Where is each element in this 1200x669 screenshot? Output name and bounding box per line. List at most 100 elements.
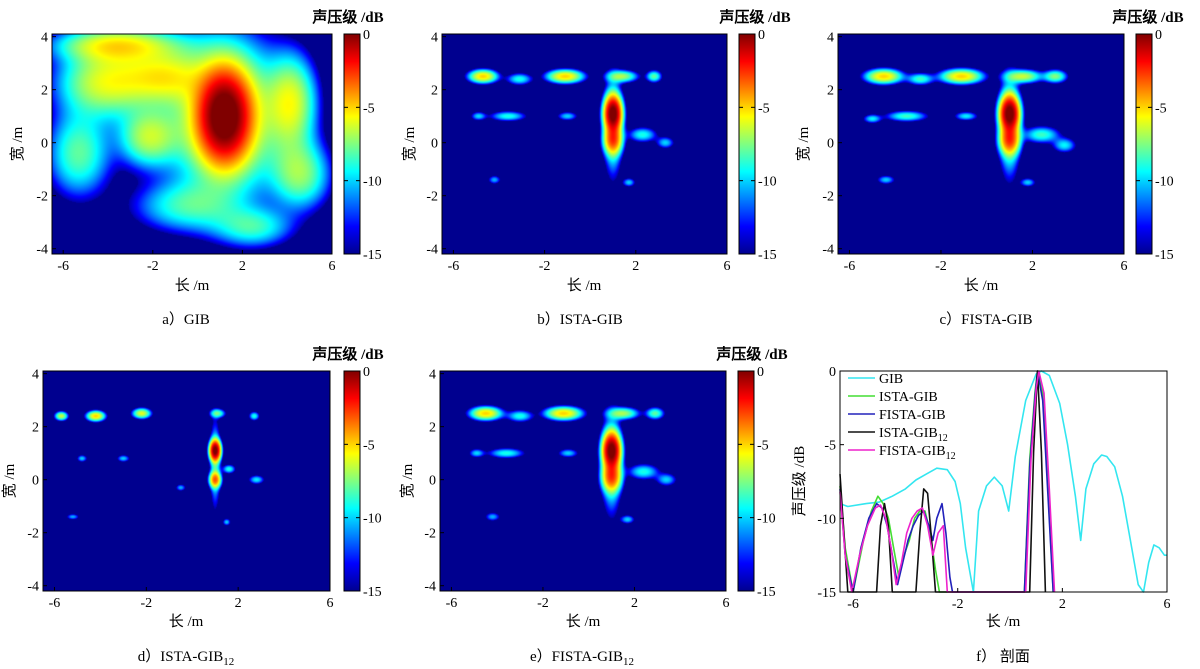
panel-f-y-ticks: 0 -5 -10 -15: [817, 365, 844, 601]
y-tick-label: 2: [429, 421, 436, 436]
x-tick-label: 6: [724, 259, 731, 274]
panel-a-heatmap: [52, 34, 332, 254]
x-tick-label: 2: [632, 259, 639, 274]
panel-b-heatmap: [442, 34, 727, 254]
panel-a-colorbar: [343, 33, 361, 255]
x-tick-label: 6: [1121, 259, 1128, 274]
series-line-1: [839, 370, 1054, 593]
y-tick-label: -2: [424, 527, 436, 542]
x-tick-label: 2: [235, 596, 242, 611]
legend-entry-label: ISTA-GIB: [879, 390, 938, 405]
x-tick-label: -6: [57, 259, 69, 274]
legend-entry-label: ISTA-GIB: [879, 426, 938, 441]
panel-c-x-ticks: -6 -2 2 6: [844, 250, 1128, 274]
x-tick-label: 2: [1029, 259, 1036, 274]
panel-e-caption: e）FISTA-GIB12: [530, 648, 634, 668]
x-tick-label: -6: [448, 259, 460, 274]
x-tick-label: 6: [329, 259, 336, 274]
y-tick-label: 0: [32, 474, 39, 489]
panel-f-legend: GIBISTA-GIBFISTA-GIBISTA-GIB12FISTA-GIB1…: [848, 372, 956, 462]
colorbar-tick-label: -10: [363, 512, 382, 527]
y-tick-label: -4: [822, 243, 834, 258]
panel-b-x-ticks: -6 -2 2 6: [448, 250, 731, 274]
legend-entry-subscript: 12: [946, 451, 956, 462]
colorbar-tick-label: -5: [758, 101, 770, 116]
series-line-4: [839, 370, 1056, 593]
panel-c-colorbar: [1135, 33, 1153, 255]
panel-e-caption-sub: 12: [623, 656, 634, 668]
y-tick-label: -15: [817, 586, 836, 601]
legend-entry-1: ISTA-GIB: [879, 390, 938, 405]
x-tick-label: -6: [49, 596, 61, 611]
panel-a-plot-frame: [51, 33, 333, 255]
y-tick-label: -2: [822, 190, 834, 205]
y-tick-label: -4: [36, 243, 48, 258]
y-tick-label: 2: [41, 84, 48, 99]
legend-entry-3: ISTA-GIB12: [879, 426, 948, 444]
panel-f-plot-frame: [839, 370, 1168, 593]
panel-d-x-label: 长 /m: [169, 613, 204, 630]
panel-b-y-ticks: 4 2 0 -2 -4: [426, 31, 446, 258]
colorbar-tick-label: 0: [363, 365, 370, 380]
heatmap-raster: [838, 34, 1124, 254]
panel-b-plot-frame: [441, 33, 728, 255]
colorbar-tick-label: -10: [1155, 175, 1174, 190]
panel-c-caption: c）FISTA-GIB: [940, 311, 1033, 328]
series-line-3: [839, 370, 1047, 593]
panel-d-colorbar: [343, 370, 361, 592]
x-tick-label: -2: [147, 259, 159, 274]
legend-entry-subscript: 12: [938, 433, 948, 444]
x-tick-label: -2: [935, 259, 947, 274]
colorbar-tick-label: -10: [757, 512, 776, 527]
x-tick-label: -2: [537, 596, 549, 611]
colorbar-tick-label: -15: [757, 585, 776, 600]
panel-d-plot-frame: [42, 370, 331, 592]
y-tick-label: 0: [827, 137, 834, 152]
legend-entry-4: FISTA-GIB12: [879, 444, 956, 462]
panel-c-x-label: 长 /m: [964, 277, 999, 294]
y-tick-label: -5: [824, 439, 836, 454]
panel-b-y-label: 宽 /m: [401, 126, 418, 161]
panel-a-caption: a）GIB: [162, 311, 210, 328]
heatmap-raster: [52, 34, 332, 254]
panel-c: -6 -2 2 6 4 2 0 -2 -4 长 /m 宽 /m 0 -5 -10 -15 声压级 /…: [795, 8, 1184, 328]
y-tick-label: 0: [431, 137, 438, 152]
y-tick-label: 2: [32, 421, 39, 436]
y-tick-label: 4: [32, 368, 39, 383]
x-tick-label: 6: [327, 596, 334, 611]
colorbar-tick-label: 0: [1155, 28, 1162, 43]
legend-entry-2: FISTA-GIB: [879, 408, 946, 423]
panel-e-plot-frame: [439, 370, 727, 592]
panel-e-y-label: 宽 /m: [399, 463, 416, 498]
panel-e-y-ticks: 4 2 0 -2 -4: [424, 368, 444, 595]
y-tick-label: -10: [817, 512, 836, 527]
panel-d-x-ticks: -6 -2 2 6: [49, 587, 334, 611]
colorbar-tick-label: -5: [757, 438, 769, 453]
panel-f-x-ticks: -6 -2 2 6: [847, 588, 1171, 612]
panel-e: -6 -2 2 6 4 2 0 -2 -4 长 /m 宽 /m 0 -5 -10 -15 声压级 /…: [399, 345, 788, 668]
panel-c-heatmap: [838, 34, 1124, 254]
x-tick-label: 6: [723, 596, 730, 611]
x-tick-label: 6: [1164, 597, 1171, 612]
y-tick-label: -4: [424, 580, 436, 595]
x-tick-label: 2: [1059, 597, 1066, 612]
x-tick-label: -6: [847, 597, 859, 612]
y-tick-label: -4: [27, 580, 39, 595]
x-tick-label: -2: [952, 597, 964, 612]
panel-a-x-ticks: -6 -2 2 6: [57, 250, 336, 274]
panel-d-y-label: 宽 /m: [1, 463, 18, 498]
colorbar-tick-label: -15: [363, 248, 382, 263]
y-tick-label: 0: [829, 365, 836, 380]
panel-b-colorbar-ticks: 0 -5 -10 -15: [739, 28, 777, 263]
y-tick-label: -2: [27, 527, 39, 542]
panel-b-caption: b）ISTA-GIB: [537, 311, 622, 328]
panel-e-colorbar: [737, 370, 755, 592]
panel-f-x-label: 长 /m: [986, 613, 1021, 630]
colorbar-tick-label: 0: [363, 28, 370, 43]
panel-d-caption-main: d）ISTA-GIB: [138, 648, 223, 665]
legend-entry-0: GIB: [879, 372, 903, 387]
panel-d: -6 -2 2 6 4 2 0 -2 -4 长 /m 宽 /m 0 -5 -10 -15 声压级 /…: [1, 345, 384, 668]
y-tick-label: 0: [41, 137, 48, 152]
panel-a-colorbar-label: 声压级 /dB: [311, 8, 383, 26]
colorbar-tick-label: -10: [363, 175, 382, 190]
